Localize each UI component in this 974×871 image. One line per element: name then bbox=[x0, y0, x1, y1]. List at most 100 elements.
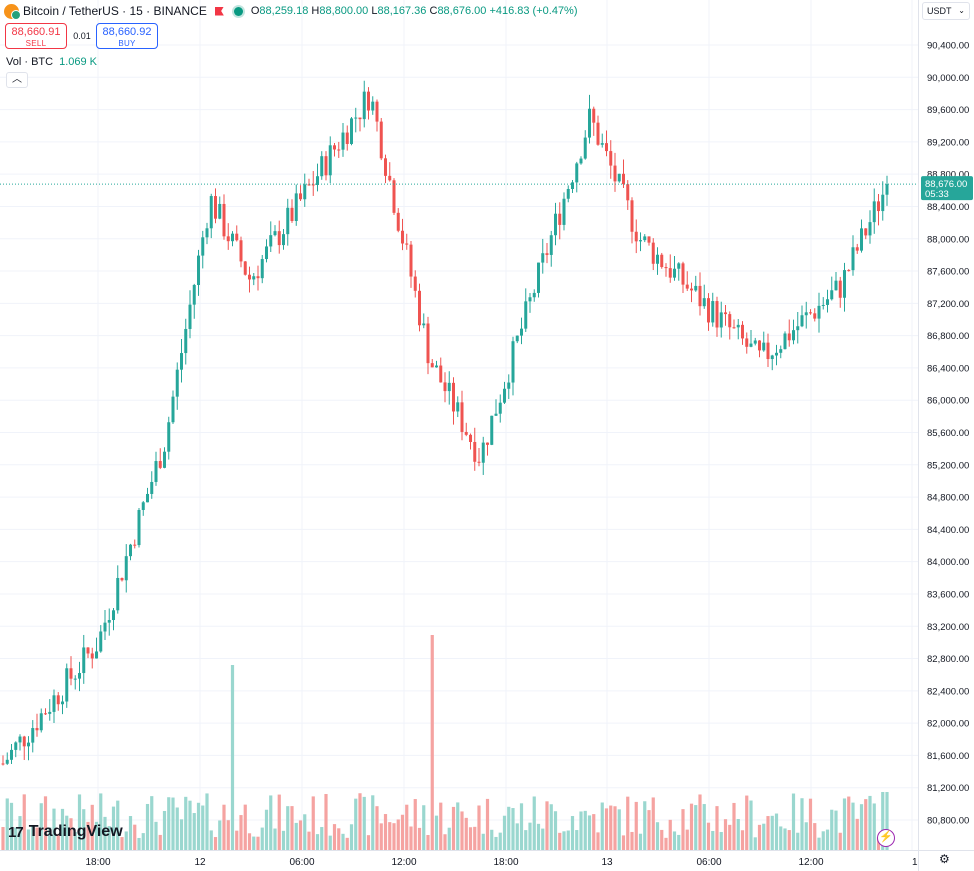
axis-corner bbox=[918, 850, 974, 871]
volume-bar bbox=[881, 792, 885, 850]
candle-body bbox=[660, 254, 664, 268]
volume-bar bbox=[711, 830, 715, 850]
countdown-label: 05:33 bbox=[925, 189, 949, 200]
candle-body bbox=[252, 276, 256, 280]
volume-bar bbox=[426, 834, 430, 850]
volume-bar bbox=[184, 796, 188, 850]
candle-body bbox=[27, 742, 30, 747]
volume-bar bbox=[405, 804, 409, 850]
candle-body bbox=[316, 176, 319, 185]
candle-body bbox=[698, 285, 702, 307]
candle-body bbox=[439, 365, 443, 383]
volume-legend: Vol · BTC 1.069 K bbox=[6, 56, 97, 68]
sell-button[interactable]: 88,660.91 SELL bbox=[5, 23, 67, 49]
candle-body bbox=[214, 196, 217, 219]
buy-price: 88,660.92 bbox=[102, 26, 152, 38]
volume-bar bbox=[73, 832, 77, 850]
candle-body bbox=[622, 173, 625, 185]
candle-body bbox=[515, 335, 519, 342]
volume-bar bbox=[133, 824, 137, 850]
volume-bar bbox=[757, 824, 762, 850]
buy-button[interactable]: 88,660.92 BUY bbox=[96, 23, 158, 49]
candle-body bbox=[571, 182, 574, 189]
volume-bar bbox=[524, 830, 528, 850]
price-change: +416.83 (+0.47%) bbox=[489, 5, 578, 17]
volume-bar bbox=[677, 834, 681, 850]
volume-bar bbox=[162, 810, 167, 850]
volume-bar bbox=[247, 833, 252, 850]
price-tick-label: 82,000.00 bbox=[927, 719, 969, 730]
candle-body bbox=[56, 695, 60, 705]
volume-bar bbox=[613, 806, 617, 850]
volume-bar bbox=[732, 802, 736, 850]
candle-body bbox=[613, 165, 617, 182]
volume-bar bbox=[209, 830, 213, 850]
candle-body bbox=[770, 355, 774, 360]
settings-gear-icon[interactable]: ⚙ bbox=[939, 852, 950, 866]
volume-bar bbox=[120, 837, 124, 850]
volume-bar bbox=[60, 808, 65, 850]
volume-bar bbox=[341, 833, 345, 850]
candle-body bbox=[579, 158, 583, 164]
volume-bar bbox=[111, 806, 116, 850]
volume-bar bbox=[315, 834, 320, 850]
volume-bar bbox=[434, 815, 439, 850]
price-axis[interactable]: 90,400.00 90,000.00 89,600.00 89,200.00 88,8… bbox=[918, 0, 974, 850]
candle-body bbox=[596, 122, 600, 145]
candle-body bbox=[197, 255, 200, 285]
chart-pane[interactable] bbox=[0, 0, 918, 850]
candle-body bbox=[528, 297, 532, 302]
flash-icon[interactable]: ⚡ bbox=[877, 829, 895, 847]
volume-bar bbox=[842, 798, 847, 850]
candle-body bbox=[430, 363, 434, 368]
volume-bar bbox=[150, 796, 154, 850]
candle-body bbox=[116, 577, 120, 611]
volume-bar bbox=[617, 809, 621, 850]
tradingview-logo[interactable]: 17 TradingView bbox=[8, 823, 123, 841]
collapse-chevron-icon[interactable]: ︿ bbox=[6, 72, 28, 88]
symbol-title[interactable]: Bitcoin / TetherUS · 15 · BINANCE bbox=[23, 4, 207, 18]
candle-body bbox=[354, 117, 358, 119]
candle-body bbox=[494, 413, 498, 416]
volume-bar bbox=[158, 834, 162, 850]
currency-selector[interactable]: USDT ⌄ bbox=[922, 2, 970, 20]
volume-bar bbox=[443, 834, 447, 850]
volume-bar bbox=[473, 826, 477, 850]
flag-icon[interactable] bbox=[214, 6, 224, 16]
candle-body bbox=[150, 481, 154, 494]
candle-body bbox=[175, 369, 179, 397]
volume-bar bbox=[668, 819, 672, 850]
candle-body bbox=[588, 108, 591, 138]
candle-body bbox=[600, 143, 604, 145]
candle-body bbox=[694, 285, 698, 291]
volume-bar bbox=[490, 829, 494, 850]
volume-bar bbox=[651, 797, 655, 850]
candle-body bbox=[256, 276, 260, 279]
candle-body bbox=[86, 647, 90, 654]
candle-body bbox=[668, 268, 672, 278]
candle-body bbox=[473, 441, 477, 462]
candle-body bbox=[243, 261, 247, 275]
volume-bar bbox=[770, 815, 774, 850]
candle-body bbox=[18, 736, 22, 743]
volume-bar bbox=[689, 803, 694, 850]
volume-bar bbox=[532, 796, 536, 850]
candle-body bbox=[609, 151, 613, 166]
candle-body bbox=[180, 353, 183, 370]
volume-bar bbox=[834, 810, 838, 850]
candle-body bbox=[477, 461, 481, 463]
price-tick-label: 87,600.00 bbox=[927, 267, 969, 278]
candle-body bbox=[52, 695, 56, 712]
candle-body bbox=[90, 653, 94, 659]
volume-bar bbox=[885, 792, 889, 850]
candle-body bbox=[787, 333, 791, 341]
candle-body bbox=[184, 328, 188, 354]
volume-bar bbox=[14, 827, 18, 850]
volume-bar bbox=[175, 807, 179, 850]
volume-bar bbox=[31, 825, 35, 850]
volume-bar bbox=[715, 806, 719, 850]
volume-bar bbox=[201, 805, 205, 850]
candle-body bbox=[362, 91, 366, 120]
candle-body bbox=[282, 234, 285, 246]
